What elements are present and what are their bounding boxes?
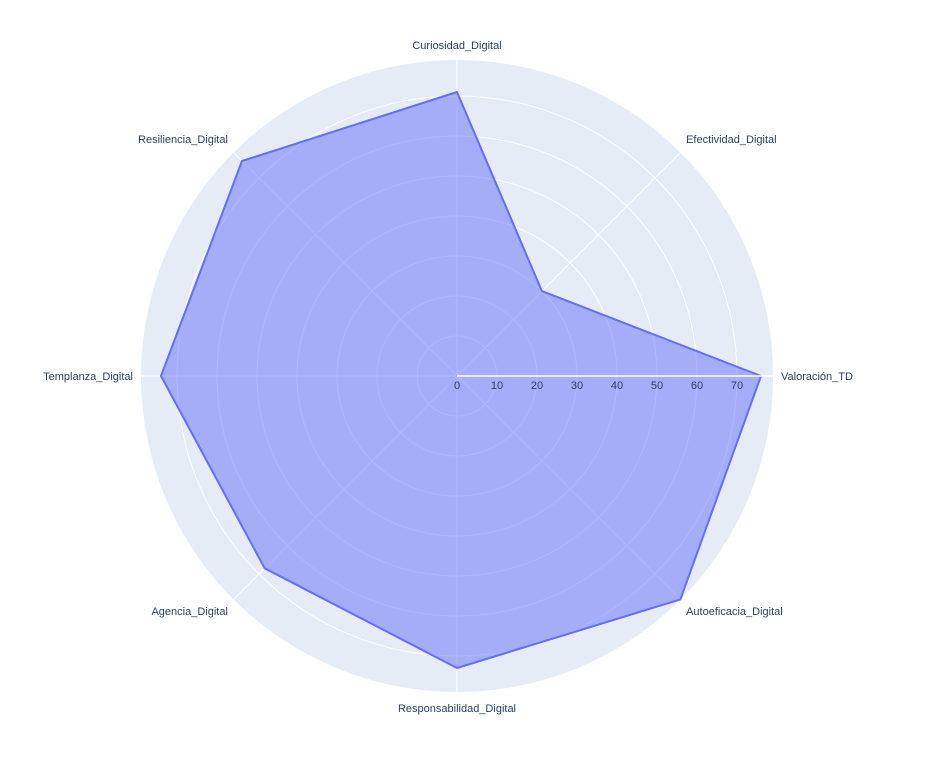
radial-tick-label: 60: [691, 380, 703, 392]
radial-tick-label: 0: [454, 380, 460, 392]
angular-axis-label: Curiosidad_Digital: [412, 40, 501, 52]
radial-tick-label: 30: [571, 380, 583, 392]
angular-axis-label: Agencia_Digital: [151, 606, 227, 618]
angular-axis-label: Templanza_Digital: [43, 371, 133, 383]
angular-axis-label: Resiliencia_Digital: [138, 134, 228, 146]
angular-axis-label: Autoeficacia_Digital: [686, 606, 783, 618]
radial-tick-layer: 0 10 20 30 40 50 60 70: [454, 375, 773, 392]
angular-axis-label: Valoración_TD: [781, 371, 853, 383]
series-area: [160, 91, 762, 669]
radial-tick-label: 10: [491, 380, 503, 392]
angular-label-layer: Valoración_TD Efectividad_Digital Curiosid…: [43, 40, 853, 715]
radial-tick-label: 20: [531, 380, 543, 392]
radial-tick-label: 50: [651, 380, 663, 392]
radial-tick-label: 70: [731, 380, 743, 392]
radial-tick-label: 40: [611, 380, 623, 392]
angular-axis-label: Efectividad_Digital: [686, 134, 777, 146]
series-layer: [160, 91, 762, 669]
angular-axis-label: Responsabilidad_Digital: [398, 703, 516, 715]
